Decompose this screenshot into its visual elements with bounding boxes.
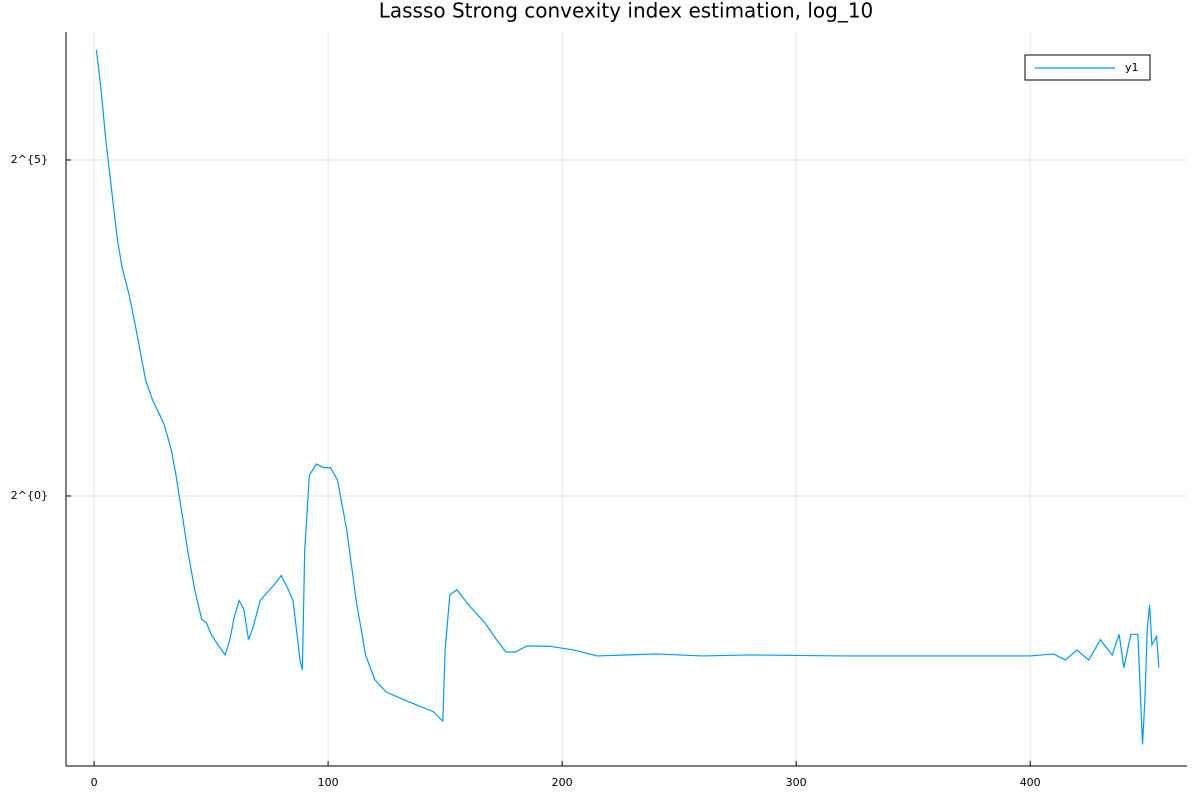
legend-label: y1	[1125, 61, 1139, 74]
line	[95, 49, 1160, 745]
x-tick-label: 0	[91, 776, 98, 789]
x-tick-label: 300	[786, 776, 807, 789]
chart-title: Lassso Strong convexity index estimation…	[379, 0, 874, 23]
x-tick-label: 200	[552, 776, 573, 789]
x-tick-label: 100	[318, 776, 339, 789]
y-tick-label: 2^{0}	[11, 489, 48, 502]
x-tick-label: 400	[1020, 776, 1041, 789]
y-tick-label: 2^{5}	[11, 153, 48, 166]
